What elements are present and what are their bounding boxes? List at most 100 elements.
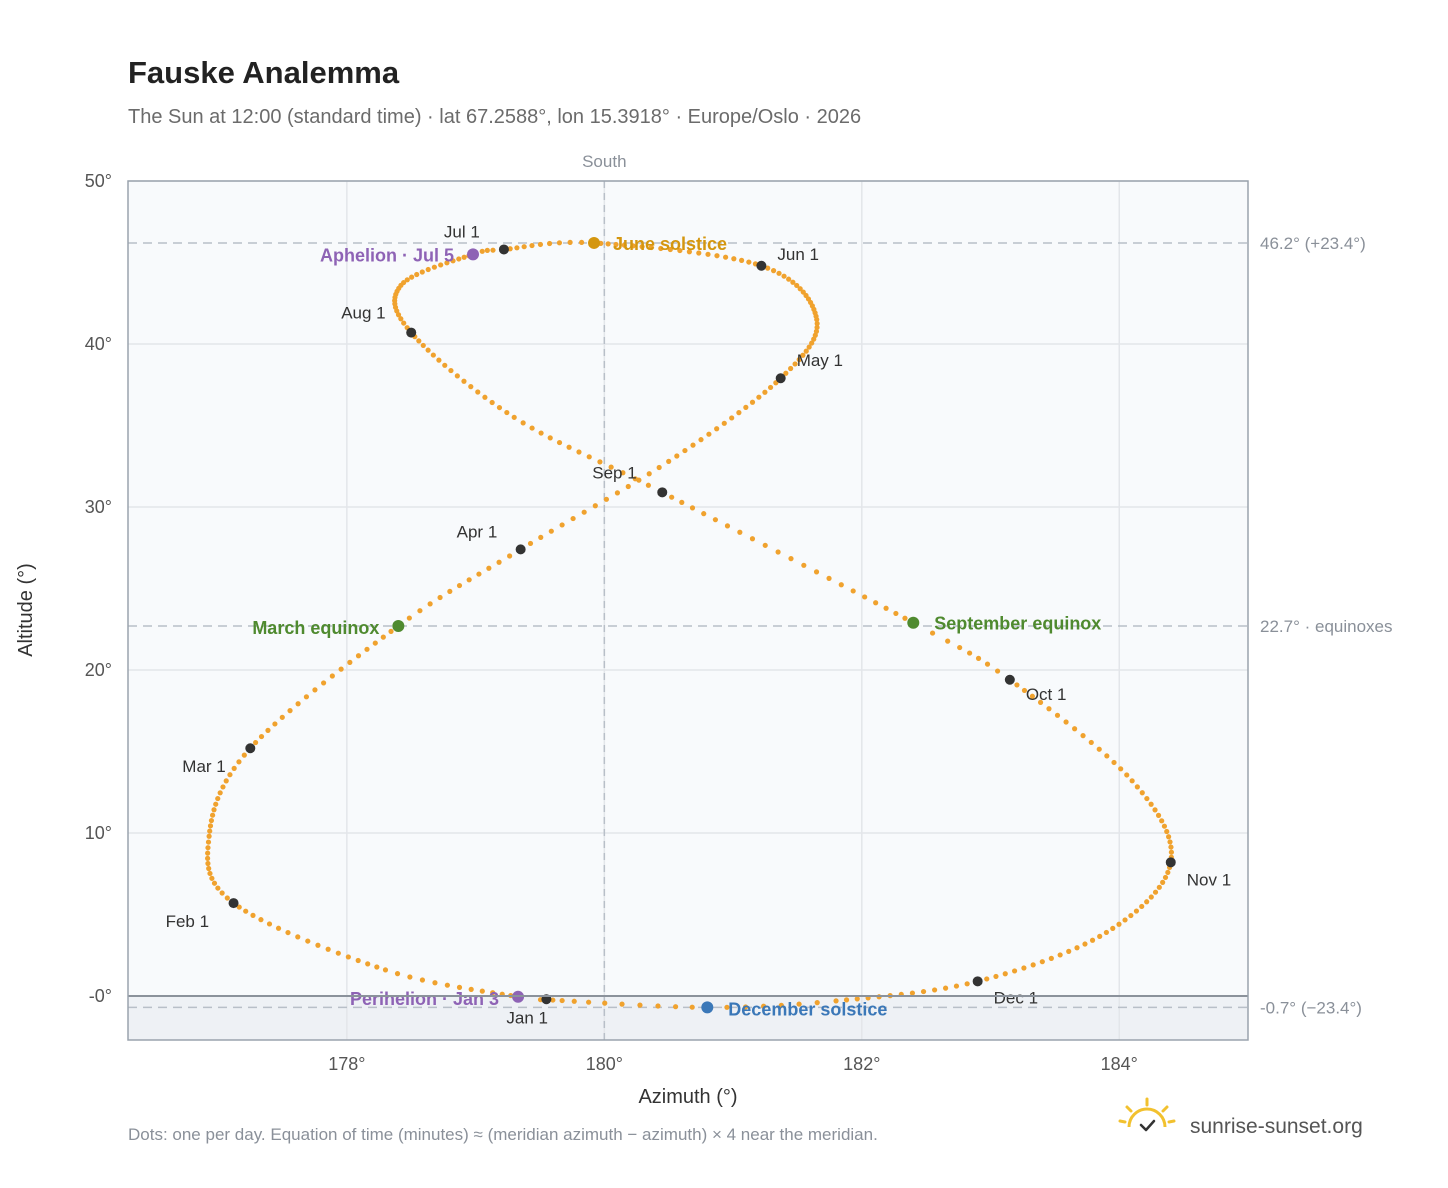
- daily-sun-dot: [630, 243, 636, 249]
- daily-sun-dot: [217, 790, 223, 796]
- daily-sun-dot: [625, 483, 631, 490]
- daily-sun-dot: [706, 431, 712, 437]
- daily-sun-dot: [1167, 839, 1173, 845]
- daily-sun-dot: [682, 447, 688, 454]
- daily-sun-dot: [559, 522, 565, 528]
- daily-sun-dot: [414, 271, 420, 278]
- meridian-label: South: [582, 152, 626, 171]
- daily-sun-dot: [803, 348, 809, 354]
- daily-sun-dot: [559, 997, 565, 1004]
- daily-sun-dot: [394, 971, 401, 977]
- daily-sun-dot: [608, 464, 614, 470]
- daily-sun-dot: [788, 365, 794, 372]
- daily-sun-dot: [431, 264, 437, 270]
- daily-sun-dot: [1148, 894, 1154, 900]
- daily-sun-dot: [813, 569, 820, 575]
- daily-sun-dot: [809, 340, 815, 346]
- daily-sun-dot: [507, 553, 513, 559]
- daily-sun-dot: [724, 523, 731, 529]
- daily-sun-dot: [929, 630, 936, 636]
- daily-sun-dot: [1103, 929, 1109, 936]
- daily-sun-dot: [514, 245, 520, 251]
- daily-sun-dot: [801, 562, 807, 568]
- event-marker-dot: [588, 236, 601, 249]
- daily-sun-dot: [355, 653, 362, 659]
- daily-sun-dot: [205, 839, 212, 845]
- daily-sun-dot: [461, 254, 467, 260]
- daily-sun-dot: [388, 628, 394, 634]
- daily-sun-dot: [550, 997, 556, 1003]
- daily-sun-dot: [658, 245, 664, 252]
- daily-sun-dot: [1072, 726, 1078, 732]
- daily-sun-dot: [406, 615, 412, 621]
- daily-sun-dot: [1134, 784, 1140, 790]
- daily-sun-dot: [456, 984, 463, 990]
- daily-sun-dot: [813, 328, 820, 334]
- daily-sun-dot: [243, 908, 249, 914]
- daily-sun-dot: [586, 454, 592, 460]
- daily-sun-dot: [398, 316, 404, 322]
- daily-sun-dot: [205, 855, 211, 861]
- footnote: Dots: one per day. Equation of time (min…: [128, 1125, 878, 1144]
- daily-sun-dot: [456, 256, 462, 262]
- daily-sun-dot: [669, 494, 675, 500]
- daily-sun-dot: [468, 384, 474, 390]
- daily-sun-dot: [1164, 828, 1170, 835]
- daily-sun-dot: [619, 1001, 625, 1007]
- daily-sun-dot: [597, 459, 603, 465]
- daily-sun-dot: [1011, 968, 1018, 974]
- daily-sun-dot: [205, 860, 211, 867]
- daily-sun-dot: [1088, 739, 1094, 746]
- daily-sun-dot: [521, 244, 527, 250]
- daily-sun-dot: [407, 974, 413, 980]
- daily-sun-dot: [207, 828, 213, 834]
- daily-sun-dot: [275, 925, 282, 931]
- y-axis-title: Altitude (°): [15, 563, 37, 657]
- daily-sun-dot: [529, 425, 535, 431]
- daily-sun-dot: [1124, 772, 1130, 778]
- event-marker-label: Aphelion · Jul 5: [320, 245, 454, 265]
- reference-label: 46.2° (+23.4°): [1260, 234, 1366, 253]
- daily-sun-dot: [993, 973, 999, 980]
- daily-sun-dot: [902, 615, 908, 621]
- month-marker-dot: [775, 373, 786, 384]
- daily-sun-dot: [556, 240, 563, 246]
- daily-sun-dot: [1144, 899, 1150, 905]
- daily-sun-dot: [1118, 766, 1124, 772]
- x-tick-label: 182°: [843, 1054, 880, 1074]
- daily-sun-dot: [705, 251, 711, 257]
- daily-sun-dot: [547, 435, 553, 441]
- daily-sun-dot: [454, 373, 460, 379]
- daily-sun-dot: [765, 265, 771, 271]
- daily-sun-dot: [729, 415, 735, 421]
- daily-sun-dot: [208, 817, 215, 824]
- daily-sun-dot: [1082, 941, 1088, 947]
- month-marker-dot: [1165, 857, 1176, 868]
- month-marker-dot: [972, 976, 983, 987]
- daily-sun-dot: [800, 352, 806, 358]
- daily-sun-dot: [833, 998, 839, 1004]
- daily-sun-dot: [432, 980, 438, 986]
- daily-sun-dot: [529, 242, 535, 249]
- daily-sun-dot: [571, 998, 577, 1004]
- daily-sun-dot: [476, 571, 482, 577]
- daily-sun-dot: [437, 594, 443, 601]
- month-marker-dot: [498, 244, 509, 255]
- daily-sun-dot: [586, 999, 592, 1005]
- daily-sun-dot: [843, 997, 850, 1003]
- daily-sun-dot: [614, 490, 621, 496]
- daily-sun-dot: [448, 367, 454, 374]
- daily-sun-dot: [355, 957, 361, 964]
- daily-sun-dot: [749, 536, 756, 542]
- daily-sun-dot: [207, 823, 214, 829]
- daily-sun-dot: [287, 708, 293, 714]
- daily-sun-dot: [1096, 746, 1102, 752]
- daily-sun-dot: [838, 582, 844, 588]
- daily-sun-dot: [790, 279, 796, 285]
- daily-sun-dot: [1162, 874, 1169, 881]
- daily-sun-dot: [1063, 719, 1069, 725]
- daily-sun-dot: [1048, 955, 1054, 961]
- daily-sun-dot: [420, 342, 426, 349]
- y-tick-label: 20°: [85, 660, 112, 680]
- daily-sun-dot: [679, 499, 685, 505]
